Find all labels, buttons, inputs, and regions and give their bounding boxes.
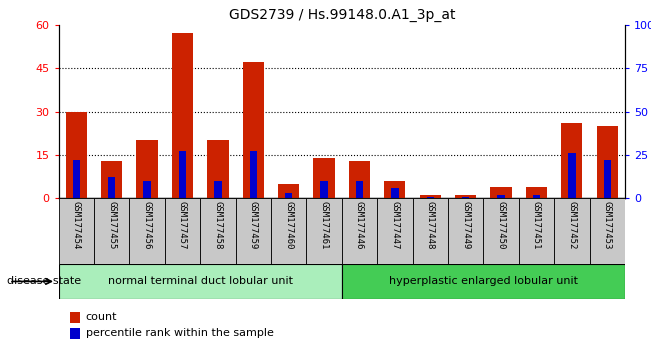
Bar bbox=[377, 198, 413, 264]
Bar bbox=[313, 158, 335, 198]
Bar bbox=[59, 264, 342, 299]
Bar bbox=[596, 126, 618, 198]
Text: GSM177454: GSM177454 bbox=[72, 201, 81, 249]
Bar bbox=[66, 112, 87, 198]
Bar bbox=[342, 198, 377, 264]
Text: GSM177460: GSM177460 bbox=[284, 201, 293, 249]
Bar bbox=[554, 198, 590, 264]
Bar bbox=[172, 34, 193, 198]
Text: GSM177449: GSM177449 bbox=[461, 201, 470, 249]
Text: GSM177451: GSM177451 bbox=[532, 201, 541, 249]
Bar bbox=[59, 198, 94, 264]
Text: percentile rank within the sample: percentile rank within the sample bbox=[86, 329, 273, 338]
Text: GSM177458: GSM177458 bbox=[214, 201, 223, 249]
Bar bbox=[137, 141, 158, 198]
Bar bbox=[207, 141, 229, 198]
Text: GSM177450: GSM177450 bbox=[497, 201, 506, 249]
Text: GSM177452: GSM177452 bbox=[568, 201, 576, 249]
Bar bbox=[200, 198, 236, 264]
Bar bbox=[561, 123, 583, 198]
Text: GSM177457: GSM177457 bbox=[178, 201, 187, 249]
Bar bbox=[165, 198, 200, 264]
Bar bbox=[448, 198, 483, 264]
Text: disease state: disease state bbox=[7, 276, 81, 286]
Bar bbox=[426, 196, 434, 198]
Text: GSM177448: GSM177448 bbox=[426, 201, 435, 249]
Bar bbox=[526, 187, 547, 198]
Bar bbox=[342, 264, 625, 299]
Bar bbox=[130, 198, 165, 264]
Bar bbox=[497, 195, 505, 198]
Bar bbox=[603, 160, 611, 198]
Text: GSM177446: GSM177446 bbox=[355, 201, 364, 249]
Bar bbox=[271, 198, 307, 264]
Bar bbox=[143, 181, 151, 198]
Bar bbox=[590, 198, 625, 264]
Bar bbox=[243, 62, 264, 198]
Bar bbox=[519, 198, 554, 264]
Bar bbox=[108, 177, 115, 198]
Bar bbox=[214, 181, 221, 198]
Text: GSM177456: GSM177456 bbox=[143, 201, 152, 249]
Bar bbox=[483, 198, 519, 264]
Bar bbox=[249, 152, 257, 198]
Bar bbox=[94, 198, 130, 264]
Bar bbox=[307, 198, 342, 264]
Bar bbox=[420, 195, 441, 198]
Bar bbox=[391, 188, 398, 198]
Bar bbox=[462, 196, 469, 198]
Bar bbox=[285, 193, 292, 198]
Bar bbox=[455, 195, 477, 198]
Bar bbox=[320, 181, 328, 198]
Bar bbox=[179, 152, 186, 198]
Text: GSM177459: GSM177459 bbox=[249, 201, 258, 249]
Text: hyperplastic enlarged lobular unit: hyperplastic enlarged lobular unit bbox=[389, 276, 578, 286]
Bar bbox=[70, 328, 80, 339]
Bar bbox=[355, 181, 363, 198]
Text: GSM177455: GSM177455 bbox=[107, 201, 116, 249]
Bar bbox=[413, 198, 448, 264]
Bar bbox=[70, 312, 80, 323]
Bar bbox=[533, 195, 540, 198]
Bar bbox=[72, 160, 80, 198]
Text: count: count bbox=[86, 312, 117, 322]
Text: GSM177453: GSM177453 bbox=[603, 201, 612, 249]
Text: GSM177461: GSM177461 bbox=[320, 201, 329, 249]
Text: normal terminal duct lobular unit: normal terminal duct lobular unit bbox=[107, 276, 293, 286]
Text: GSM177447: GSM177447 bbox=[391, 201, 399, 249]
Bar bbox=[490, 187, 512, 198]
Bar bbox=[236, 198, 271, 264]
Bar bbox=[568, 153, 575, 198]
Bar bbox=[349, 161, 370, 198]
Bar bbox=[384, 181, 406, 198]
Title: GDS2739 / Hs.99148.0.A1_3p_at: GDS2739 / Hs.99148.0.A1_3p_at bbox=[229, 8, 455, 22]
Bar bbox=[101, 161, 122, 198]
Bar bbox=[278, 184, 299, 198]
